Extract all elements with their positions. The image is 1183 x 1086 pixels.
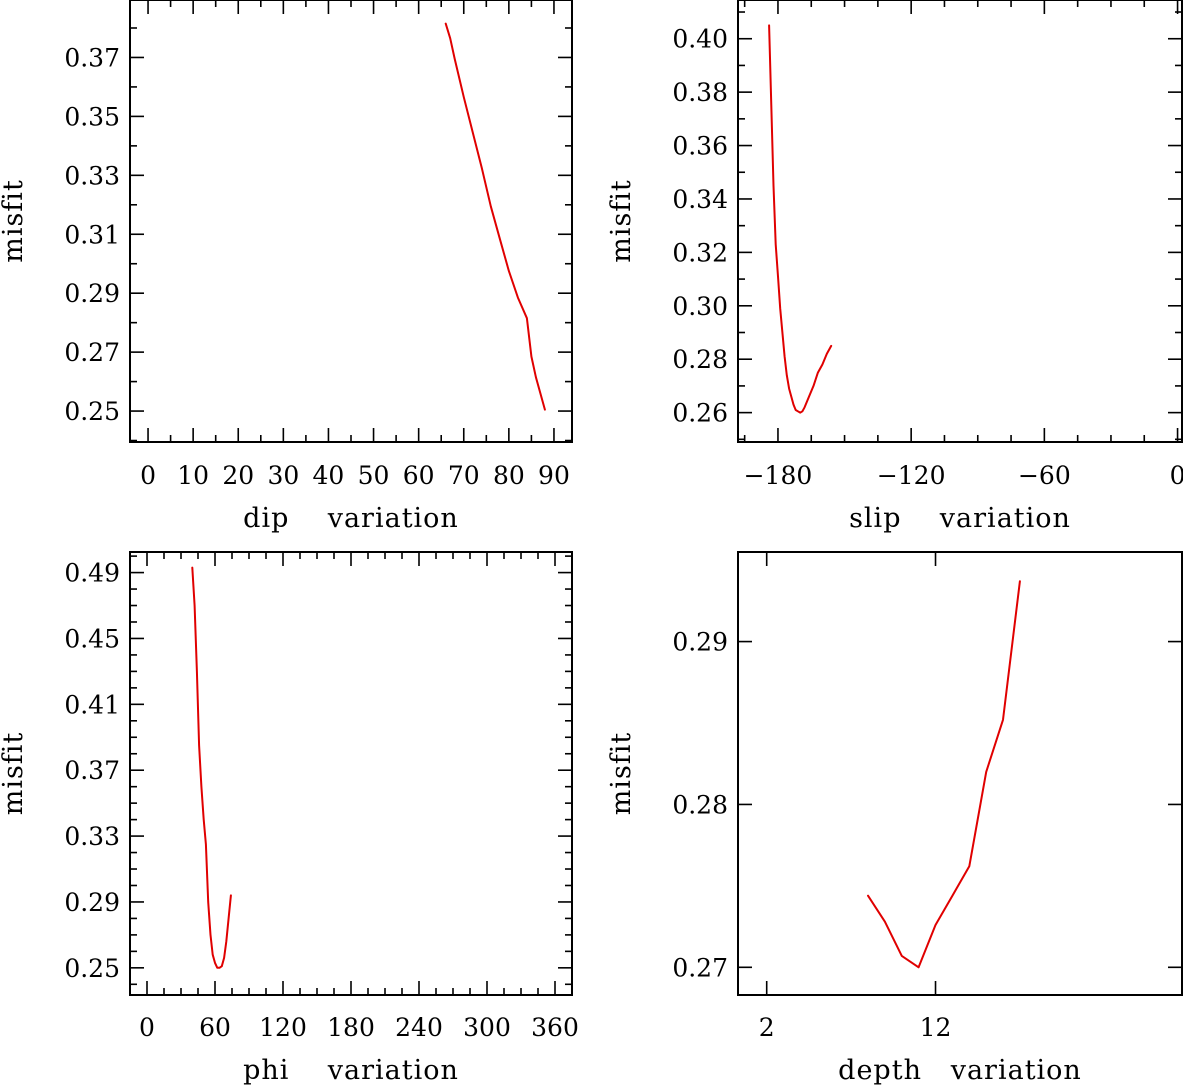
dip-x-tick-label: 30 [267,461,299,490]
slip-y-tick-label: 0.36 [672,132,728,161]
phi-y-tick-label: 0.33 [64,822,120,851]
slip-y-tick-label: 0.38 [672,78,728,107]
dip-y-tick-label: 0.27 [64,338,120,367]
depth-y-axis-label: misfit [606,732,637,816]
slip-x-axis-label: slip variation [849,503,1071,534]
dip-x-tick-label: 20 [222,461,254,490]
phi-x-axis-label: phi variation [243,1055,459,1086]
dip-y-tick-label: 0.33 [64,161,120,190]
dip-y-tick-label: 0.25 [64,397,120,426]
depth-panel: 2 12 0.27 0.28 0.29 depth variation misfit [606,551,1183,1086]
slip-y-axis-label: misfit [606,179,637,263]
slip-panel: −180 −120 −60 0 0.26 0.28 0.30 0.32 0.34 0.36 0.38… [606,0,1183,534]
phi-x-tick-label: 360 [531,1013,579,1042]
dip-x-tick-label: 10 [177,461,209,490]
depth-x-tick-label: 12 [920,1013,952,1042]
dip-x-tick-label: 60 [403,461,435,490]
slip-x-tick-label: −120 [877,461,946,490]
depth-y-tick-label: 0.29 [672,628,728,657]
phi-y-tick-label: 0.45 [64,624,120,653]
phi-panel: 0 60 120 180 240 300 360 0.25 0.29 0.33 0.37 0.41 0.… [0,551,579,1086]
phi-y-tick-label: 0.37 [64,756,120,785]
dip-panel: 0 10 20 30 40 50 60 70 80 90 0.25 0.27 0.29 0.31 0.33 0… [0,0,573,534]
dip-plot-frame [129,0,573,443]
slip-y-tick-label: 0.34 [672,185,728,214]
depth-series-line [867,580,1021,969]
dip-y-axis-label: misfit [0,179,29,263]
phi-plot-frame [129,551,573,996]
depth-plot-frame [737,551,1183,996]
slip-y-tick-label: 0.30 [672,292,728,321]
slip-series-line [768,24,833,414]
phi-y-tick-label: 0.25 [64,954,120,983]
depth-y-tick-label: 0.27 [672,953,728,982]
depth-x-tick-label: 2 [759,1013,775,1042]
dip-y-tick-label: 0.35 [64,102,120,131]
slip-y-tick-label: 0.32 [672,238,728,267]
slip-x-tick-label: −180 [744,461,813,490]
depth-x-axis-label: depth variation [838,1055,1082,1086]
phi-x-tick-label: 60 [199,1013,231,1042]
phi-x-tick-label: 0 [139,1013,155,1042]
slip-plot-frame [737,0,1183,443]
dip-x-tick-label: 80 [493,461,525,490]
dip-y-tick-label: 0.29 [64,279,120,308]
phi-series-line [191,566,232,969]
dip-x-tick-label: 70 [448,461,480,490]
slip-y-tick-label: 0.40 [672,25,728,54]
dip-x-tick-label: 50 [358,461,390,490]
phi-x-tick-label: 240 [395,1013,443,1042]
slip-x-tick-label: 0 [1170,461,1183,490]
dip-x-axis-label: dip variation [243,503,459,534]
dip-y-tick-label: 0.37 [64,43,120,72]
dip-y-tick-label: 0.31 [64,220,120,249]
phi-x-tick-label: 180 [327,1013,375,1042]
phi-y-axis-label: misfit [0,732,29,816]
phi-x-tick-label: 300 [463,1013,511,1042]
depth-y-tick-label: 0.28 [672,790,728,819]
slip-x-tick-label: −60 [1018,461,1071,490]
phi-y-tick-label: 0.29 [64,888,120,917]
dip-x-tick-label: 90 [538,461,570,490]
dip-series-line [444,22,546,411]
phi-x-tick-label: 120 [259,1013,307,1042]
phi-y-tick-label: 0.41 [64,690,120,719]
slip-y-tick-label: 0.28 [672,345,728,374]
dip-x-tick-label: 40 [313,461,345,490]
dip-x-tick-label: 0 [140,461,156,490]
phi-y-tick-label: 0.49 [64,559,120,588]
slip-y-tick-label: 0.26 [672,399,728,428]
